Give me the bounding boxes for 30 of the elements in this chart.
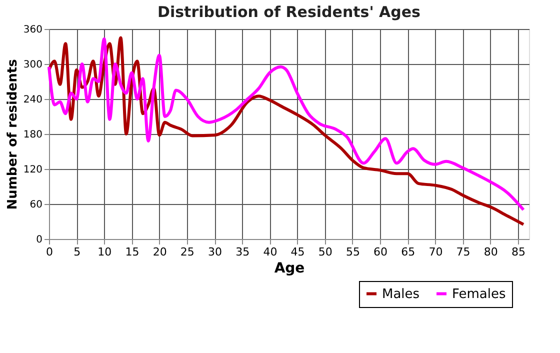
x-tick-label: 80 [484, 246, 498, 258]
y-tick-label: 360 [23, 24, 42, 36]
y-tick-label: 180 [23, 130, 42, 140]
x-tick-label: 15 [125, 246, 140, 258]
x-tick-label: 35 [236, 246, 250, 258]
x-tick-label: 25 [180, 246, 194, 258]
x-tick-label: 30 [208, 246, 222, 258]
x-tick-label: 75 [456, 246, 470, 258]
x-tick-label: 55 [346, 246, 360, 258]
x-tick-label: 70 [428, 246, 443, 258]
y-tick-label: 240 [23, 94, 42, 106]
x-tick-label: 85 [511, 246, 526, 258]
y-tick-label: 120 [23, 164, 42, 176]
x-tick-label: 20 [152, 246, 167, 258]
x-tick-label: 5 [74, 246, 81, 258]
y-axis-title: Number of residents [5, 58, 20, 210]
chart-title: Distribution of Residents' Ages [158, 3, 421, 21]
x-tick-label: 65 [401, 246, 416, 258]
y-tick-label: 0 [36, 234, 42, 246]
x-tick-label: 10 [98, 246, 112, 258]
legend-label: Males [382, 286, 420, 302]
x-tick-label: 60 [374, 246, 388, 258]
x-tick-label: 50 [318, 246, 332, 258]
x-tick-label: 0 [46, 246, 53, 258]
y-tick-label: 300 [23, 60, 42, 70]
x-tick-label: 45 [290, 246, 305, 258]
x-tick-label: 40 [263, 246, 278, 258]
legend-label: Females [452, 286, 506, 302]
y-tick-label: 60 [30, 200, 42, 210]
x-axis-title: Age [274, 260, 305, 276]
